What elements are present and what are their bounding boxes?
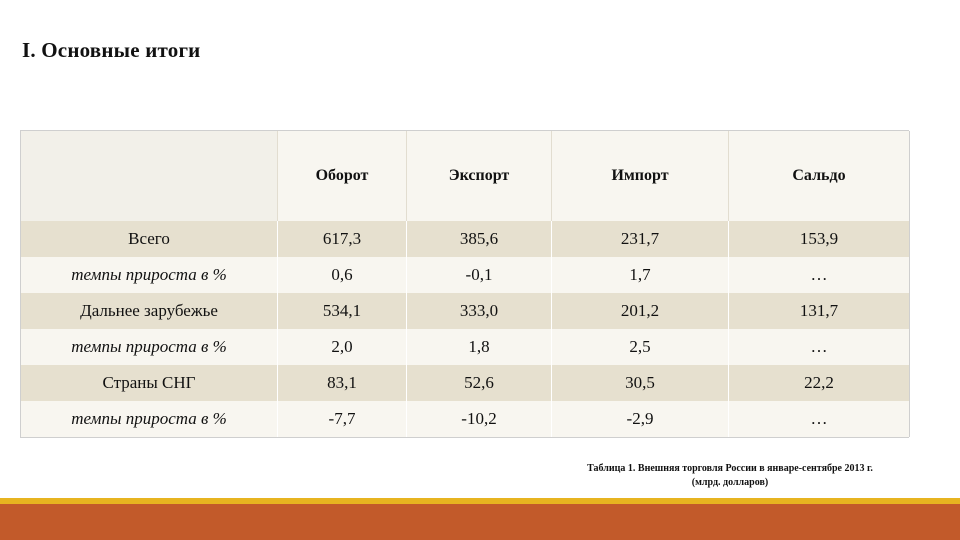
cell-balance: …: [728, 257, 910, 293]
table-row: темпы прироста в % 2,0 1,8 2,5 …: [20, 329, 910, 365]
header-import: Импорт: [551, 131, 729, 221]
cell-export: -0,1: [406, 257, 552, 293]
slide-title: I. Основные итоги: [22, 38, 201, 62]
cell-turnover: 534,1: [277, 293, 407, 329]
cell-import: 1,7: [551, 257, 729, 293]
row-label: темпы прироста в %: [20, 401, 278, 437]
cell-import: -2,9: [551, 401, 729, 437]
cell-export: 1,8: [406, 329, 552, 365]
cell-turnover: -7,7: [277, 401, 407, 437]
row-label: Страны СНГ: [20, 365, 278, 401]
row-label: темпы прироста в %: [20, 329, 278, 365]
cell-turnover: 83,1: [277, 365, 407, 401]
row-label: Всего: [20, 221, 278, 257]
cell-import: 201,2: [551, 293, 729, 329]
table-row: Страны СНГ 83,1 52,6 30,5 22,2: [20, 365, 910, 401]
cell-export: 52,6: [406, 365, 552, 401]
footer-stripe: [0, 498, 960, 504]
caption-line-2: (млрд. долларов): [691, 477, 769, 488]
cell-balance: 153,9: [728, 221, 910, 257]
header-turnover: Оборот: [277, 131, 407, 221]
header-cell-empty: [20, 131, 278, 221]
table-row: Всего 617,3 385,6 231,7 153,9: [20, 221, 910, 257]
row-label: Дальнее зарубежье: [20, 293, 278, 329]
cell-balance: …: [728, 401, 910, 437]
cell-import: 30,5: [551, 365, 729, 401]
caption-line-1: Таблица 1. Внешняя торговля России в янв…: [587, 463, 873, 474]
cell-export: 385,6: [406, 221, 552, 257]
cell-turnover: 617,3: [277, 221, 407, 257]
cell-import: 231,7: [551, 221, 729, 257]
cell-balance: …: [728, 329, 910, 365]
header-export: Экспорт: [406, 131, 552, 221]
trade-table-container: Оборот Экспорт Импорт Сальдо Всего 617,3…: [20, 130, 910, 438]
cell-turnover: 0,6: [277, 257, 407, 293]
cell-export: -10,2: [406, 401, 552, 437]
cell-balance: 22,2: [728, 365, 910, 401]
table-row: Дальнее зарубежье 534,1 333,0 201,2 131,…: [20, 293, 910, 329]
table-caption: Таблица 1. Внешняя торговля России в янв…: [530, 462, 930, 490]
cell-export: 333,0: [406, 293, 552, 329]
cell-import: 2,5: [551, 329, 729, 365]
table-header-row: Оборот Экспорт Импорт Сальдо: [20, 131, 910, 221]
cell-turnover: 2,0: [277, 329, 407, 365]
cell-balance: 131,7: [728, 293, 910, 329]
table-row: темпы прироста в % -7,7 -10,2 -2,9 …: [20, 401, 910, 437]
footer-band: [0, 504, 960, 540]
trade-table: Оборот Экспорт Импорт Сальдо Всего 617,3…: [20, 131, 910, 437]
header-balance: Сальдо: [728, 131, 910, 221]
row-label: темпы прироста в %: [20, 257, 278, 293]
table-row: темпы прироста в % 0,6 -0,1 1,7 …: [20, 257, 910, 293]
